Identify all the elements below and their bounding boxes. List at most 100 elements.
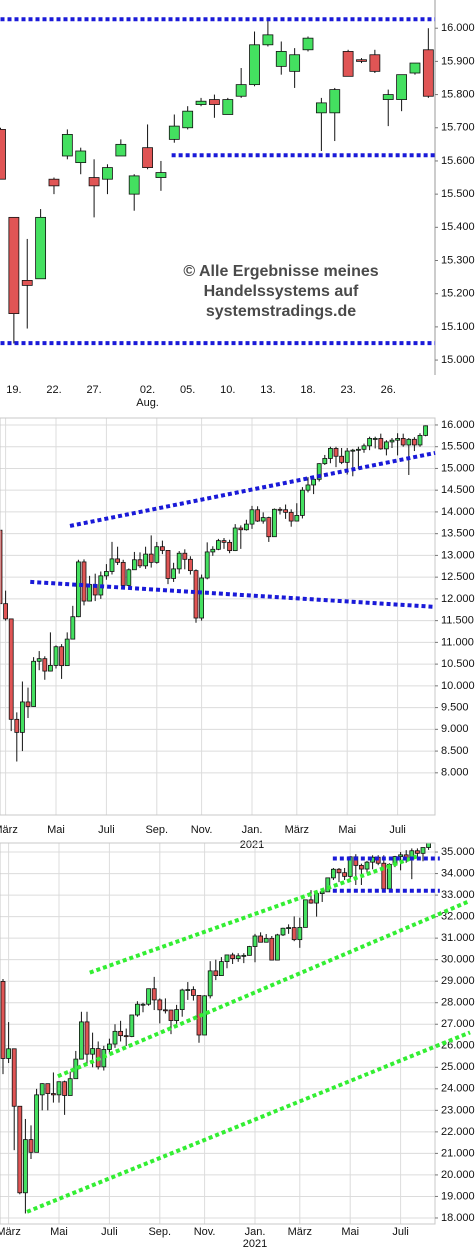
candle-body bbox=[398, 854, 404, 857]
candle-body bbox=[378, 438, 384, 450]
y-tick-label: 26.000 bbox=[441, 1040, 475, 1052]
candle-body bbox=[204, 551, 210, 579]
candle-body bbox=[329, 89, 341, 114]
candle-body bbox=[140, 1003, 146, 1006]
candle-body bbox=[266, 517, 272, 538]
candle-body bbox=[48, 665, 53, 672]
x-tick-label: Mai bbox=[341, 1226, 359, 1238]
candle-body bbox=[291, 927, 297, 941]
trend-line bbox=[69, 450, 436, 528]
candle-body bbox=[369, 54, 381, 72]
plot-area bbox=[0, 418, 435, 815]
candle-body bbox=[249, 509, 255, 525]
candle-body bbox=[118, 1030, 123, 1037]
plot-frame bbox=[0, 417, 436, 816]
candle-body bbox=[176, 552, 182, 570]
y-tick-label: 15.900 bbox=[441, 55, 475, 67]
candle-body bbox=[81, 561, 87, 602]
candle-body bbox=[222, 99, 234, 115]
x-tick-label: 26. bbox=[381, 384, 396, 396]
candle-body bbox=[182, 552, 188, 560]
watermark: Handelssystems auf bbox=[204, 283, 359, 300]
watermark: © Alle Ergebnisse meines bbox=[183, 263, 378, 280]
y-tick-label: 9.500 bbox=[441, 702, 469, 714]
candle-body bbox=[182, 110, 194, 129]
y-tick-label: 11.000 bbox=[441, 636, 474, 648]
candle-body bbox=[129, 1014, 135, 1037]
candle-body bbox=[361, 445, 367, 450]
candle-body bbox=[64, 638, 70, 667]
candle-body bbox=[249, 44, 260, 86]
candle-body bbox=[19, 701, 25, 733]
candle-body bbox=[260, 517, 266, 522]
y-tick-label: 29.000 bbox=[441, 975, 475, 987]
candle-body bbox=[67, 1078, 73, 1096]
y-tick-label: 35.000 bbox=[441, 846, 475, 858]
candle-body bbox=[143, 553, 149, 567]
candle-body bbox=[146, 988, 152, 1005]
y-tick-label: 30.000 bbox=[441, 954, 475, 966]
candle-body bbox=[28, 1139, 34, 1153]
y-tick-label: 33.000 bbox=[441, 889, 475, 901]
candle-body bbox=[396, 74, 408, 100]
x-tick-label: Juli bbox=[98, 824, 115, 836]
candle-body bbox=[238, 527, 244, 531]
x-tick-label: Juli bbox=[389, 824, 406, 836]
candle-body bbox=[243, 523, 249, 531]
candle-body bbox=[235, 955, 241, 959]
y-tick-label: 15.700 bbox=[441, 122, 475, 134]
candle-body bbox=[372, 438, 378, 440]
candle-body bbox=[423, 425, 429, 436]
candle-body bbox=[395, 438, 401, 441]
candle-body bbox=[277, 508, 283, 511]
candle-body bbox=[36, 658, 42, 662]
candle-body bbox=[286, 927, 292, 929]
x-period-label: 2021 bbox=[243, 1238, 267, 1250]
x-tick-label: Jan. bbox=[245, 1226, 266, 1238]
y-tick-label: 24.000 bbox=[441, 1083, 475, 1095]
candle-body bbox=[123, 1035, 129, 1038]
candle-body bbox=[115, 558, 120, 563]
candle-body bbox=[215, 540, 221, 550]
x-tick-label: 05. bbox=[180, 384, 195, 396]
candle-body bbox=[333, 448, 339, 457]
y-tick-label: 15.200 bbox=[441, 288, 475, 300]
y-tick-label: 12.500 bbox=[441, 571, 475, 583]
candle-body bbox=[6, 1048, 11, 1059]
y-tick-label: 8.000 bbox=[441, 767, 469, 779]
y-tick-label: 23.000 bbox=[441, 1104, 475, 1116]
candle-body bbox=[289, 54, 301, 72]
y-tick-label: 11.500 bbox=[441, 615, 474, 627]
candle-body bbox=[126, 569, 132, 586]
candle-body bbox=[56, 1081, 62, 1096]
candle-body bbox=[355, 448, 361, 451]
candle-body bbox=[137, 559, 143, 567]
candle-body bbox=[252, 935, 258, 947]
candle-body bbox=[128, 175, 140, 195]
y-tick-label: 15.500 bbox=[441, 441, 475, 453]
candle-body bbox=[389, 439, 395, 443]
y-tick-label: 10.000 bbox=[441, 680, 475, 692]
candle-body bbox=[409, 62, 421, 74]
x-tick-label: Juli bbox=[101, 1226, 118, 1238]
candle-body bbox=[45, 1083, 51, 1094]
candle-body bbox=[246, 946, 252, 956]
y-tick-label: 19.000 bbox=[441, 1190, 475, 1202]
candle-body bbox=[382, 94, 394, 100]
y-tick-label: 27.000 bbox=[441, 1018, 475, 1030]
y-tick-label: 9.000 bbox=[441, 723, 469, 735]
y-tick-label: 10.500 bbox=[441, 658, 475, 670]
candle-body bbox=[102, 167, 113, 180]
candle-body bbox=[171, 568, 177, 579]
candle-body bbox=[322, 458, 328, 465]
candle-body bbox=[14, 718, 20, 733]
candle-body bbox=[302, 37, 314, 51]
x-tick-label: Mai bbox=[338, 824, 356, 836]
y-tick-label: 14.500 bbox=[441, 484, 475, 496]
candle-body bbox=[154, 546, 160, 563]
candle-body bbox=[75, 150, 87, 164]
y-tick-label: 21.000 bbox=[441, 1147, 475, 1159]
candle-body bbox=[288, 511, 294, 522]
y-tick-label: 28.000 bbox=[441, 997, 475, 1009]
